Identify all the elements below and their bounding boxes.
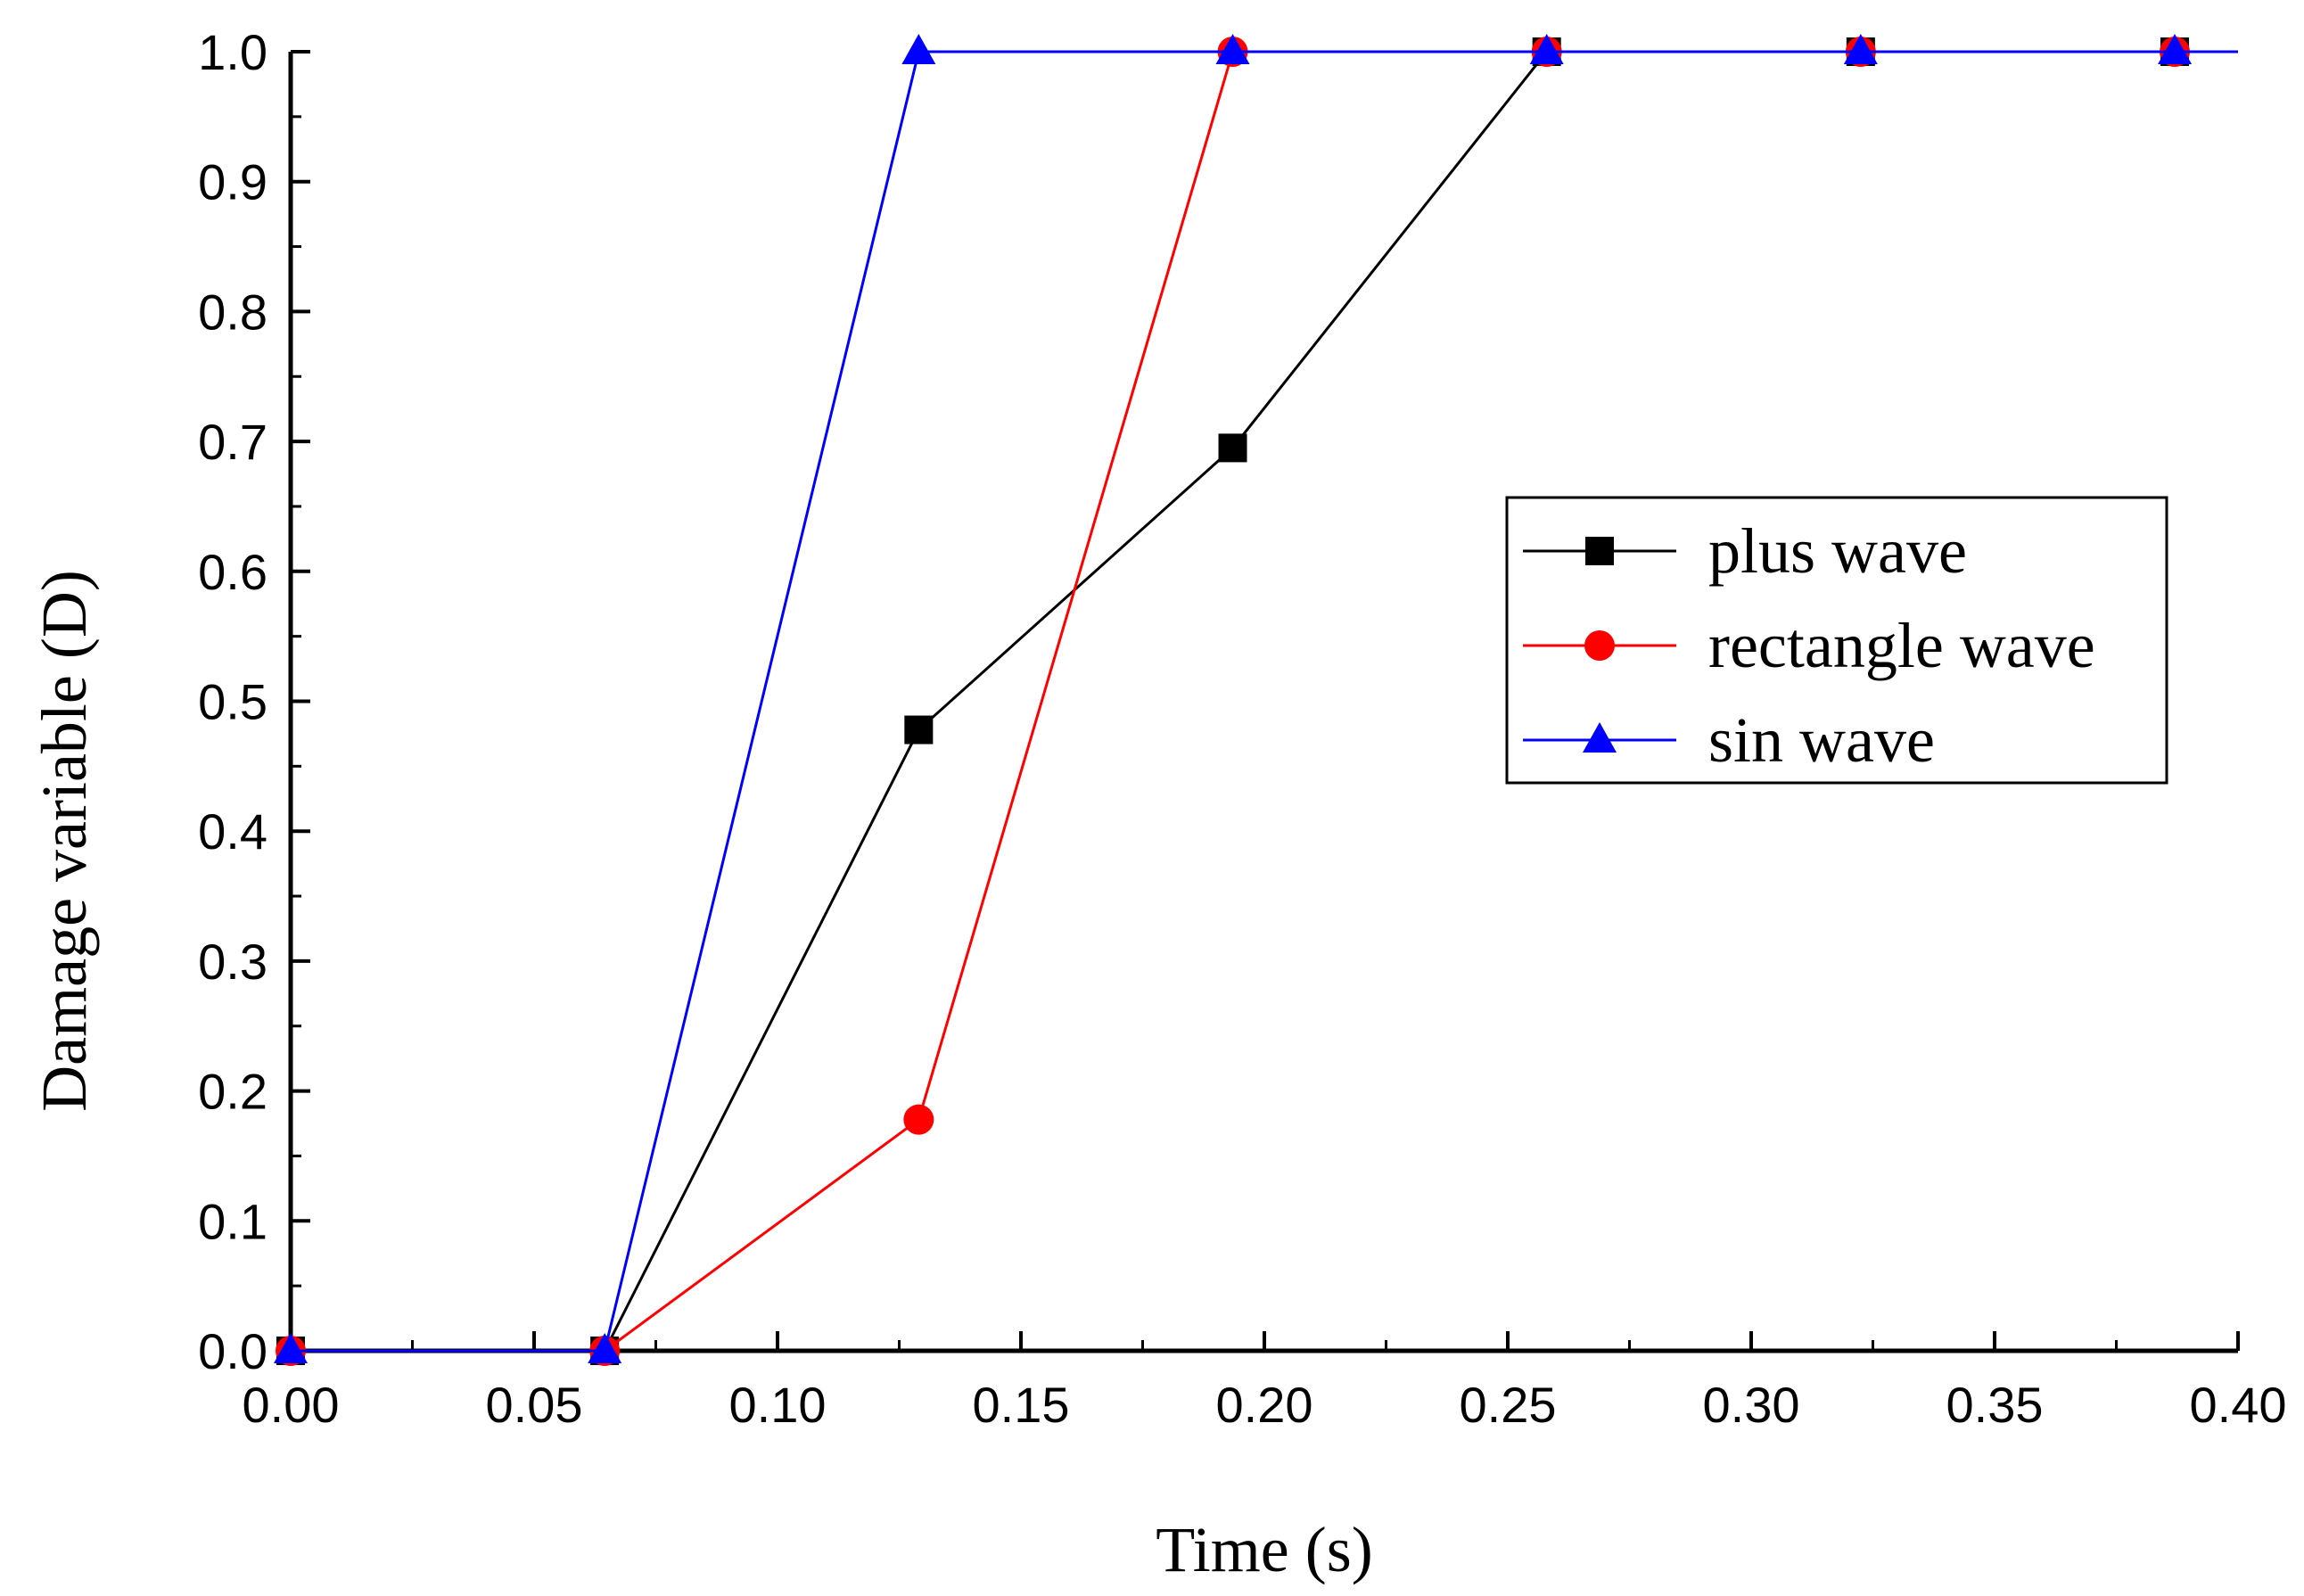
- legend-box: [1505, 496, 2168, 785]
- data-point-sin-wave: [274, 1333, 308, 1363]
- legend-label-rectangle-wave: rectangle wave: [1708, 610, 2095, 681]
- y-tick-label: 0.3: [198, 934, 267, 990]
- x-tick-label: 0.15: [973, 1377, 1070, 1433]
- x-tick-label: 0.40: [2190, 1377, 2287, 1433]
- x-tick-label: 0.20: [1216, 1377, 1313, 1433]
- y-tick-label: 0.1: [198, 1193, 267, 1249]
- legend-marker-sin-wave: [1583, 722, 1617, 753]
- y-tick-label: 0.2: [198, 1064, 267, 1120]
- data-point-plus-wave: [1218, 433, 1247, 463]
- data-point-sin-wave: [1529, 34, 1564, 64]
- x-axis-title: Time (s): [1156, 1514, 1372, 1585]
- x-tick-label: 0.05: [486, 1377, 583, 1433]
- series-sin-wave: [274, 34, 2238, 1363]
- legend-marker-plus-wave: [1585, 537, 1614, 565]
- data-point-sin-wave: [1215, 34, 1250, 64]
- data-point-plus-wave: [904, 715, 934, 745]
- x-tick-label: 0.00: [243, 1377, 340, 1433]
- x-tick-label: 0.35: [1946, 1377, 2044, 1433]
- data-point-sin-wave: [901, 34, 936, 64]
- data-point-sin-wave: [1843, 34, 1878, 64]
- x-tick-label: 0.30: [1703, 1377, 1800, 1433]
- y-tick-label: 0.8: [198, 284, 267, 340]
- x-tick-label: 0.25: [1460, 1377, 1557, 1433]
- x-tick-label: 0.10: [729, 1377, 827, 1433]
- y-tick-label: 1.0: [198, 24, 267, 80]
- ticks: 0.00 0.05 0.10 0.15 0.20 0.25 0.30 0.35 0.40 0.0 0…: [198, 24, 2286, 1433]
- data-point-sin-wave: [2158, 34, 2193, 64]
- data-point-sin-wave: [588, 1333, 622, 1363]
- legend: plus wave rectangle wave sin wave: [1505, 496, 2168, 785]
- y-tick-label: 0.9: [198, 154, 267, 210]
- y-axis-title: Damage variable (D): [29, 570, 100, 1112]
- legend-label-plus-wave: plus wave: [1708, 515, 1967, 587]
- y-tick-label: 0.6: [198, 544, 267, 600]
- y-tick-label: 0.0: [198, 1323, 267, 1379]
- series-group: [274, 34, 2238, 1366]
- y-tick-label: 0.7: [198, 414, 267, 470]
- data-point-rectangle-wave: [903, 1104, 934, 1135]
- legend-marker-rectangle-wave: [1584, 630, 1615, 661]
- series-line-sin-wave: [291, 50, 2238, 1353]
- y-tick-label: 0.4: [198, 803, 267, 860]
- legend-label-sin-wave: sin wave: [1708, 704, 1935, 776]
- y-tick-label: 0.5: [198, 674, 267, 730]
